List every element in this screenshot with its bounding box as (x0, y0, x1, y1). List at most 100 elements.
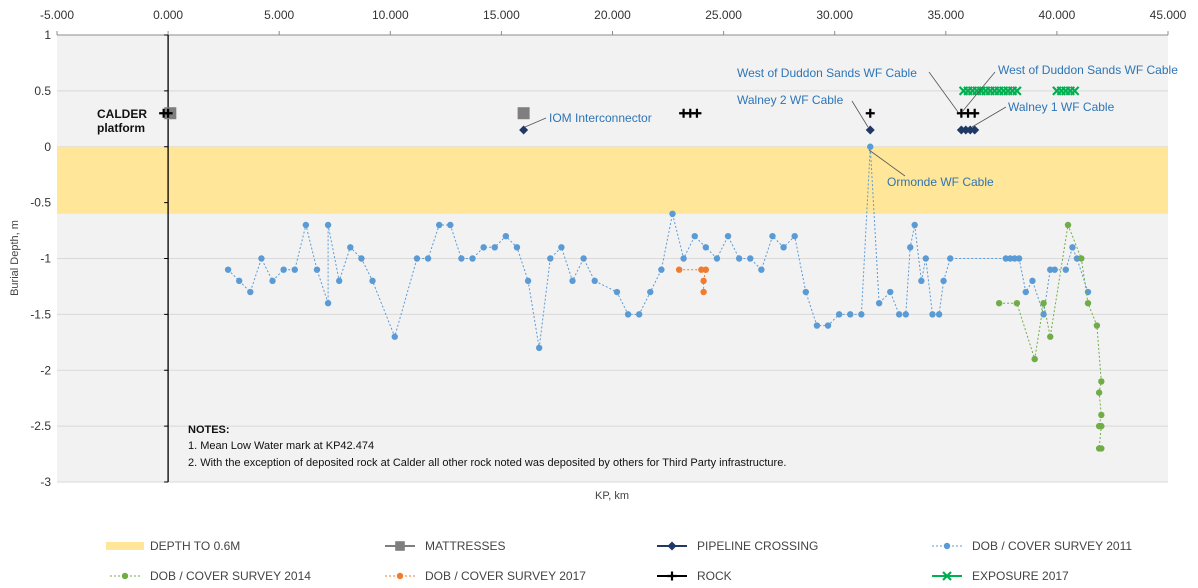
annotation-leader-wods-left (928, 71, 959, 113)
data-point (269, 277, 276, 285)
data-point (824, 322, 832, 329)
annotations: CALDER platform IOM Interconnector West … (97, 63, 1178, 189)
y-tick-label: -2 (40, 363, 51, 377)
data-point (680, 255, 687, 262)
series-exposure-2017 (958, 86, 1080, 96)
y-tick-label: -0.5 (30, 196, 51, 210)
data-point (391, 333, 398, 340)
data-point (1084, 288, 1092, 296)
data-point (929, 311, 936, 318)
data-point (1098, 445, 1105, 452)
data-point (702, 266, 710, 273)
y-tick-label: 1 (44, 28, 51, 42)
annotation-leader-walney1 (971, 106, 1007, 128)
legend: DEPTH TO 0.6M MATTRESSES PIPELINE CROSSING… (106, 539, 1132, 583)
legend-swatch-marker (942, 571, 952, 581)
legend-item-depth-to-0-6m: DEPTH TO 0.6M (106, 539, 240, 553)
annotation-wods-left: West of Duddon Sands WF Cable (737, 66, 917, 80)
data-point (698, 266, 705, 273)
annotation-platform: platform (97, 121, 145, 135)
series-rock (159, 108, 980, 118)
notes: NOTES: 1. Mean Low Water mark at KP42.47… (188, 424, 786, 469)
data-point (658, 266, 665, 273)
x-tick-label: 40.000 (1039, 8, 1076, 22)
data-point (1029, 277, 1036, 285)
legend-label: DOB / COVER SURVEY 2017 (425, 569, 586, 583)
data-point (947, 255, 954, 262)
data-point (995, 300, 1003, 307)
y-tick-label: -3 (40, 475, 51, 489)
data-point (1002, 255, 1009, 262)
legend-item-mattresses: MATTRESSES (385, 539, 505, 553)
data-point (700, 277, 707, 285)
annotation-leader-iom (524, 117, 547, 128)
data-point (291, 266, 298, 273)
data-point (358, 255, 365, 262)
annotation-iom-interconnector: IOM Interconnector (549, 111, 652, 125)
data-point (569, 277, 576, 285)
depth-band (57, 146, 1168, 214)
data-point (802, 288, 810, 296)
annotation-calder: CALDER (97, 107, 147, 121)
data-point (524, 277, 532, 285)
x-tick-label: 5.000 (264, 8, 294, 22)
data-point (624, 311, 632, 318)
data-point (1069, 86, 1080, 96)
data-point (769, 232, 776, 240)
y-tick-label: -1.5 (30, 307, 51, 321)
data-point (813, 322, 821, 329)
legend-label: DOB / COVER SURVEY 2014 (150, 569, 311, 583)
annotation-wods-right: West of Duddon Sands WF Cable (998, 63, 1178, 77)
annotation-ormonde: Ormonde WF Cable (887, 175, 994, 189)
x-tick-label: 30.000 (816, 8, 853, 22)
legend-item-dob-cover-survey-2011: DOB / COVER SURVEY 2011 (932, 539, 1132, 553)
x-tick-label: 25.000 (705, 8, 742, 22)
legend-label: MATTRESSES (425, 539, 505, 553)
data-point (1093, 322, 1101, 329)
data-point (1007, 255, 1014, 262)
data-point (1098, 411, 1105, 419)
data-point (424, 255, 432, 262)
data-point (513, 244, 521, 251)
series-line (227, 146, 1089, 348)
legend-swatch-marker (667, 541, 677, 551)
x-tick-label: 45.000 (1150, 8, 1187, 22)
data-point (1095, 389, 1103, 396)
data-point (458, 255, 465, 262)
data-point (502, 232, 510, 240)
legend-label: DOB / COVER SURVEY 2011 (972, 539, 1132, 553)
data-point (635, 311, 643, 318)
notes-line-1: 1. Mean Low Water mark at KP42.474 (188, 440, 374, 452)
annotation-leader-walney2 (851, 100, 869, 128)
data-point (469, 255, 476, 262)
series-group (159, 86, 1105, 452)
data-point (791, 232, 798, 240)
data-point (865, 108, 875, 118)
y-tick-label: -2.5 (30, 419, 51, 433)
data-point (480, 244, 487, 251)
x-axis-label: KP, km (595, 490, 629, 502)
data-point (1022, 288, 1029, 296)
data-point (1084, 300, 1092, 307)
data-point (935, 311, 943, 318)
legend-item-pipeline-crossing: PIPELINE CROSSING (657, 539, 818, 553)
data-point (847, 311, 854, 318)
data-point (558, 244, 565, 251)
legend-item-dob-cover-survey-2014: DOB / COVER SURVEY 2014 (110, 569, 311, 583)
data-point (702, 244, 710, 251)
data-point (435, 221, 443, 229)
series-pipeline-crossing (519, 125, 980, 135)
data-point (691, 232, 698, 240)
legend-item-rock: ROCK (657, 569, 732, 583)
x-tick-label: 10.000 (372, 8, 409, 22)
data-point (747, 255, 754, 262)
data-point (835, 311, 843, 318)
annotation-walney1: Walney 1 WF Cable (1008, 100, 1115, 114)
legend-swatch-marker (943, 542, 951, 550)
data-point (1098, 422, 1105, 430)
annotation-walney2: Walney 2 WF Cable (737, 93, 844, 107)
data-point (675, 266, 683, 273)
legend-label: DEPTH TO 0.6M (150, 539, 240, 553)
data-point (491, 244, 498, 251)
